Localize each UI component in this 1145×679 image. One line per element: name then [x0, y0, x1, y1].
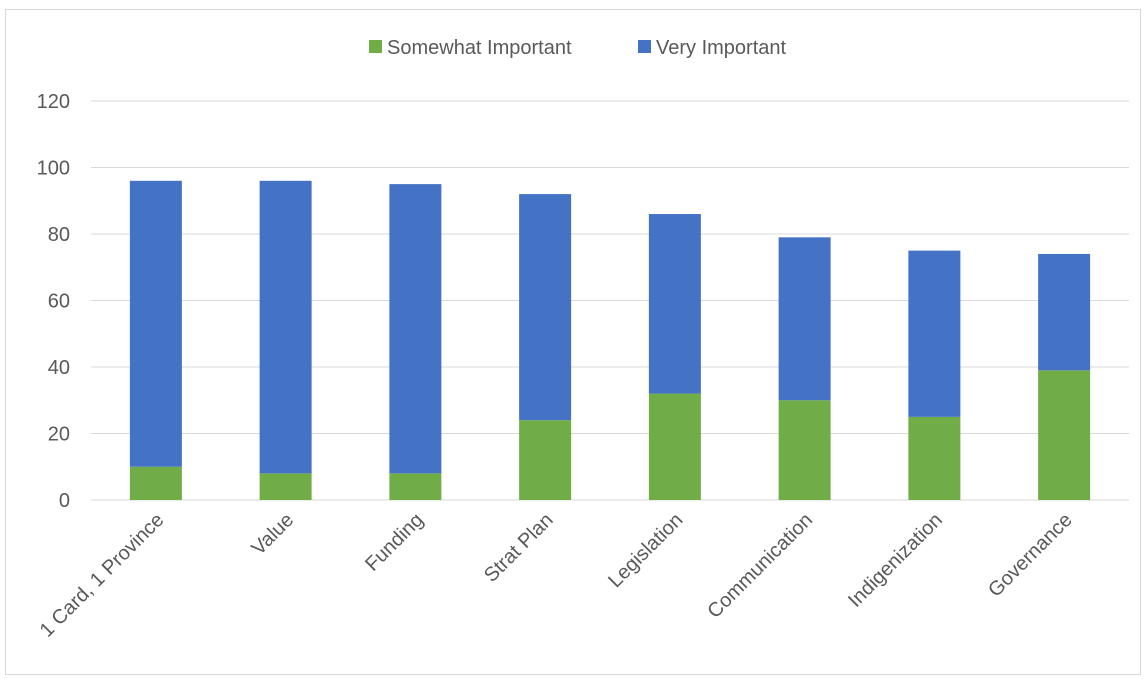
- y-tick-label-120: 120: [37, 91, 70, 113]
- bar-very-important-funding: [389, 184, 442, 474]
- bar-very-important-1-card-1-province: [129, 180, 182, 467]
- legend-swatch-very-important: [638, 40, 651, 53]
- bar-somewhat-important-strat-plan: [519, 420, 572, 500]
- bar-somewhat-important-communication: [778, 400, 831, 500]
- bar-somewhat-important-funding: [389, 473, 442, 500]
- bar-somewhat-important-1-card-1-province: [129, 466, 182, 500]
- bar-somewhat-important-governance: [1038, 370, 1091, 500]
- gridlines: [91, 100, 1129, 501]
- x-tick-label-legislation: Legislation: [604, 509, 687, 592]
- bar-very-important-value: [259, 180, 312, 474]
- x-tick-label-1-card-1-province: 1 Card, 1 Province: [36, 509, 169, 642]
- y-tick-label-0: 0: [59, 490, 70, 512]
- bar-somewhat-important-legislation: [648, 393, 701, 500]
- y-tick-label-20: 20: [48, 424, 70, 446]
- bar-somewhat-important-value: [259, 473, 312, 500]
- y-tick-label-100: 100: [37, 158, 70, 180]
- bar-very-important-indigenization: [908, 250, 961, 417]
- chart-legend: Somewhat Important Very Important: [369, 37, 787, 59]
- x-tick-label-value: Value: [247, 509, 298, 560]
- bar-very-important-legislation: [648, 214, 701, 394]
- legend-label-somewhat-important: Somewhat Important: [387, 37, 572, 59]
- x-tick-label-communication: Communication: [703, 509, 817, 623]
- legend-label-very-important: Very Important: [656, 37, 787, 59]
- x-tick-label-indigenization: Indigenization: [844, 509, 947, 612]
- x-tick-label-strat-plan: Strat Plan: [480, 509, 558, 587]
- legend-swatch-somewhat-important: [369, 40, 382, 53]
- x-axis: 1 Card, 1 Province Value Funding Strat Plan…: [36, 509, 1077, 642]
- y-axis: 0 20 40 60 80 100 120: [37, 91, 70, 512]
- bar-very-important-governance: [1038, 253, 1091, 371]
- bar-very-important-strat-plan: [519, 194, 572, 421]
- y-tick-label-60: 60: [48, 291, 70, 313]
- bars: [129, 180, 1091, 500]
- y-tick-label-40: 40: [48, 357, 70, 379]
- x-tick-label-governance: Governance: [984, 509, 1077, 602]
- bar-somewhat-important-indigenization: [908, 416, 961, 500]
- y-tick-label-80: 80: [48, 224, 70, 246]
- legend-item-very-important: Very Important: [638, 37, 787, 59]
- x-tick-label-funding: Funding: [361, 509, 428, 576]
- bar-very-important-communication: [778, 237, 831, 401]
- legend-item-somewhat-important: Somewhat Important: [369, 37, 572, 59]
